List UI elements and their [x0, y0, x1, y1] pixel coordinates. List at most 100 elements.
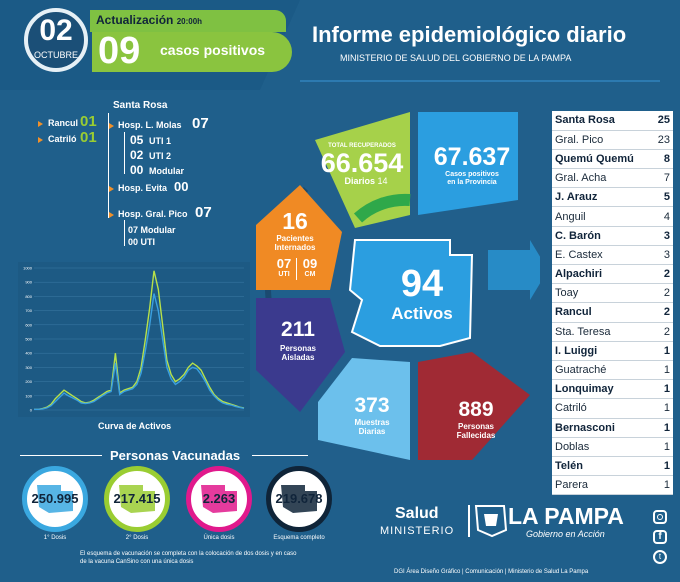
table-row: C. Barón 3	[552, 226, 673, 246]
salud-logo: Salud	[395, 505, 439, 522]
tree-modular2: 07 Modular	[128, 225, 176, 235]
tree-modular1-value: 00	[130, 163, 144, 177]
arrow-icon	[109, 123, 114, 129]
arrow-icon	[38, 137, 43, 143]
tree-uti3: 00 UTI	[128, 237, 156, 247]
la-pampa-logo: LA PAMPA	[508, 503, 624, 529]
deaths-segment	[418, 352, 530, 460]
date-month: OCTUBRE	[33, 50, 78, 60]
vaccine-stat: 2.263 Única dosis	[186, 466, 259, 541]
vaccine-count: 250.995	[31, 491, 79, 506]
hospitalized-segment	[256, 185, 342, 290]
chart-tick-label: 0	[30, 408, 33, 413]
chart-tick-label: 1000	[23, 266, 33, 271]
province-map-icon	[119, 485, 155, 513]
recovered-label: TOTAL RECUPERADOS	[328, 143, 396, 149]
province-map-icon	[37, 485, 73, 513]
tree-molas-value: 07	[192, 115, 209, 132]
recovered-value: 66.654	[320, 148, 404, 178]
vaccine-label: Esquema completo	[273, 535, 325, 541]
twitter-icon[interactable]: t	[653, 550, 667, 564]
table-row: Guatraché 1	[552, 360, 673, 381]
instagram-icon[interactable]	[653, 510, 667, 524]
table-row: Bernasconi 1	[552, 418, 673, 438]
city-name: Alpachiri	[552, 264, 651, 285]
tree-molas-label: Hosp. L. Molas	[118, 120, 182, 130]
positive-cases-count: 09	[98, 30, 141, 72]
vaccine-count: 2.263	[202, 491, 236, 506]
chart-series-line-0	[34, 270, 245, 411]
cases-segment	[418, 112, 518, 215]
tree-santa-rosa-label: Santa Rosa	[113, 100, 168, 111]
cases-value: 67.637	[433, 143, 511, 171]
table-row: I. Luiggi 1	[552, 341, 673, 361]
tree-uti1-label: UTI 1	[149, 136, 172, 146]
vaccine-stat: 250.995 1° Dosis	[22, 466, 95, 541]
province-map-icon	[281, 485, 317, 513]
tree-evita-value: 00	[174, 179, 189, 194]
vaccine-circle: 219.678	[266, 466, 332, 532]
tree-pico-value: 07	[195, 204, 212, 221]
hospitalized-value: 16	[282, 208, 308, 234]
tree-evita-label: Hosp. Evita	[118, 183, 168, 193]
chart-tick-label: 100	[25, 393, 32, 398]
table-row: Toay 2	[552, 283, 673, 304]
deaths-value: 889	[458, 398, 494, 421]
uti-cm-divider	[296, 258, 297, 280]
table-row: Catriló 1	[552, 398, 673, 419]
table-row: Sta. Teresa 2	[552, 322, 673, 342]
vaccine-circle: 217.415	[104, 466, 170, 532]
table-row: Gral. Pico 23	[552, 130, 673, 150]
city-name: Parera	[552, 475, 651, 496]
vaccine-count: 219.678	[275, 491, 323, 506]
city-name: Bernasconi	[552, 418, 651, 438]
tree-connector	[124, 132, 125, 174]
arrow-icon	[109, 186, 114, 192]
vaccination-note: El esquema de vacunación se completa con…	[80, 551, 297, 565]
city-name: Toay	[552, 283, 651, 304]
city-count: 5	[651, 187, 673, 208]
chart-tick-label: 300	[25, 365, 32, 370]
chart-tick-label: 200	[25, 379, 32, 384]
daily-recovered: Diarios 14	[344, 176, 388, 186]
date-badge: 02 OCTUBRE	[24, 8, 88, 72]
tree-modular1-label: Modular	[149, 166, 184, 176]
city-name: Anguil	[552, 206, 651, 227]
city-count: 2	[651, 322, 673, 342]
deaths-label: Personas Fallecidas	[456, 422, 496, 440]
stats-wheel	[256, 112, 540, 460]
city-count: 3	[651, 245, 673, 266]
tree-rancul-value: 01	[80, 113, 97, 130]
table-row: Parera 1	[552, 475, 673, 496]
vaccine-circle: 2.263	[186, 466, 252, 532]
city-count: 8	[651, 149, 673, 170]
table-row: Telén 1	[552, 456, 673, 477]
city-name: Doblas	[552, 437, 651, 457]
report-title: Informe epidemiológico diario	[312, 22, 627, 47]
city-name: Quemú Quemú	[552, 149, 651, 170]
city-name: C. Barón	[552, 226, 651, 246]
vaccine-label: 1° Dosis	[43, 535, 67, 541]
chart-tick-label: 400	[25, 351, 32, 356]
city-count: 1	[651, 437, 673, 457]
positive-cases-pill	[92, 32, 292, 72]
arrow-icon	[38, 121, 43, 127]
cases-label: Casos positivos en la Provincia	[445, 171, 499, 186]
credits: DGI Área Diseño Gráfico | Comunicación |…	[394, 569, 589, 575]
isolated-value: 211	[281, 318, 315, 341]
chart-tick-label: 800	[25, 294, 32, 299]
city-count: 7	[651, 168, 673, 189]
table-row: Anguil 4	[552, 206, 673, 227]
city-name: Guatraché	[552, 360, 651, 381]
uti-value: 07	[276, 256, 292, 271]
facebook-icon[interactable]: f	[653, 530, 667, 544]
isolated-label: Personas Aisladas	[279, 344, 317, 362]
city-name: J. Arauz	[552, 187, 651, 208]
city-cases-table: Santa Rosa 25 Gral. Pico 23 Quemú Quemú 8 Gral…	[552, 111, 673, 496]
city-name: Telén	[552, 456, 651, 477]
logo-separator	[468, 505, 470, 537]
city-count: 1	[651, 360, 673, 381]
chart-tick-label: 600	[25, 322, 32, 327]
table-row: Gral. Acha 7	[552, 168, 673, 189]
